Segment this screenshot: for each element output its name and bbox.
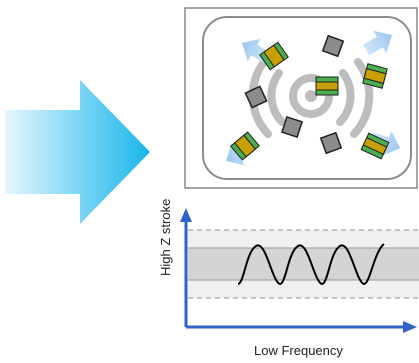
chip-part [230,131,260,161]
large-right-arrow-icon [5,80,150,224]
gray-part [321,34,345,58]
chip-parts [230,41,390,161]
chip-part [259,41,289,71]
x-axis-label: Low Frequency [254,343,343,358]
gray-part [319,131,343,155]
y-axis-arrowhead-icon [180,208,192,222]
sine-wave-icon [237,243,385,286]
inner-band [188,248,419,280]
arrow-top-right-icon [363,30,392,56]
chip-part [362,63,388,89]
chip-part [360,132,390,160]
gray-part [280,115,304,139]
y-axis-label: High Z stroke [158,198,173,276]
chip-part [315,76,339,96]
axes [180,208,417,333]
amplitude-bands [188,229,419,299]
x-axis-arrowhead-icon [403,321,417,333]
gray-part [244,85,268,109]
gray-parts [244,34,345,155]
